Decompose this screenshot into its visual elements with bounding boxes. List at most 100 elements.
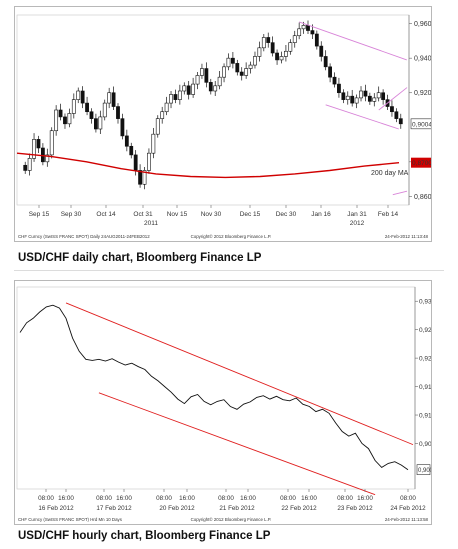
candle <box>142 170 147 185</box>
candle <box>208 82 213 92</box>
candle <box>147 152 151 171</box>
x-tick-label: 16:00 <box>240 495 256 502</box>
candle <box>288 42 293 52</box>
channel-lower-line <box>392 190 408 196</box>
last-price-box <box>410 118 431 130</box>
candle <box>155 118 160 135</box>
candle <box>230 57 235 64</box>
candle <box>363 90 368 97</box>
footer-right: 24-Feb-2012 11:13:58 <box>385 517 429 522</box>
year-label: 2011 <box>144 220 158 227</box>
candle <box>71 99 76 114</box>
candle <box>49 130 54 156</box>
candle <box>235 63 240 73</box>
candle <box>164 102 169 113</box>
channel-upper-line <box>65 302 414 446</box>
candle <box>354 97 359 104</box>
daily-chart-caption: USD/CHF daily chart, Bloomberg Finance L… <box>18 252 262 264</box>
y-tick-label: 0,9100 <box>419 413 431 420</box>
candle <box>27 158 32 171</box>
candle <box>124 135 129 147</box>
candle <box>372 97 377 102</box>
candle <box>217 76 222 87</box>
candle <box>67 113 72 125</box>
candle <box>200 68 204 76</box>
candle <box>98 116 103 130</box>
candle <box>332 76 337 85</box>
last-price-box <box>416 464 431 475</box>
year-label: 2012 <box>350 220 365 227</box>
candle <box>337 83 341 94</box>
candle <box>169 94 173 104</box>
channel-upper-line <box>299 21 407 61</box>
plot-area <box>16 286 416 490</box>
x-tick-label: Nov 30 <box>201 211 222 218</box>
channel-lower-line <box>98 392 376 496</box>
x-tick-label: Nov 15 <box>167 211 188 218</box>
candle <box>297 28 302 37</box>
candle <box>376 92 381 99</box>
candle <box>367 95 372 102</box>
candle <box>226 57 231 68</box>
candle <box>270 42 275 54</box>
x-tick-label: Sep 30 <box>61 211 82 218</box>
candle <box>40 147 45 163</box>
candle <box>345 95 350 100</box>
x-tick-label: 16:00 <box>58 495 74 502</box>
x-tick-label: Oct 14 <box>96 211 116 218</box>
candle <box>398 118 403 125</box>
x-tick-label: 08:00 <box>280 495 296 502</box>
candle <box>239 71 244 76</box>
last-price-label: 0,9004 <box>412 121 431 128</box>
candle <box>85 102 89 113</box>
separator <box>14 270 444 271</box>
candle <box>323 56 328 68</box>
candle <box>390 106 394 113</box>
price-line <box>19 304 409 471</box>
x-tick-label: Sep 15 <box>29 211 50 218</box>
daily-chart: 0,96000,94000,92000,88000,86000,90040,87… <box>14 6 432 242</box>
candle <box>54 109 59 132</box>
ma-price-label: 0,8700 <box>412 160 431 167</box>
candle <box>80 90 85 104</box>
candle <box>275 52 279 61</box>
candle <box>186 85 191 95</box>
x-tick-label: 16:00 <box>301 495 317 502</box>
day-label: 21 Feb 2012 <box>219 505 255 512</box>
candle <box>301 25 306 30</box>
y-tick-label: 0,9050 <box>419 441 431 448</box>
candle <box>292 35 297 43</box>
candle <box>319 45 324 57</box>
candle <box>111 92 116 107</box>
x-tick-label: Jan 31 <box>347 211 367 218</box>
candle <box>36 139 41 149</box>
candle <box>116 106 120 119</box>
candle <box>266 37 271 43</box>
candle <box>89 111 94 119</box>
x-tick-label: 08:00 <box>337 495 353 502</box>
candle <box>177 90 182 100</box>
candle <box>45 154 50 163</box>
candle <box>253 56 257 66</box>
ma-annotation: 200 day MA <box>371 170 409 177</box>
candle <box>160 111 165 119</box>
last-price-label: 0,9004 <box>418 468 431 474</box>
day-label: 17 Feb 2012 <box>96 505 132 512</box>
footer-left: CHF Curncy (SwISS FRANC SPOT) Daily 24AU… <box>18 234 150 239</box>
ma-200-line <box>16 152 400 179</box>
candle <box>248 64 253 69</box>
candle <box>213 85 218 92</box>
x-tick-label: Feb 14 <box>378 211 399 218</box>
candle <box>314 33 319 47</box>
candle <box>306 25 310 31</box>
x-tick-label: 08:00 <box>400 495 416 502</box>
candle <box>257 47 262 57</box>
candle <box>359 90 363 99</box>
candle <box>107 92 112 104</box>
candle <box>102 102 107 118</box>
